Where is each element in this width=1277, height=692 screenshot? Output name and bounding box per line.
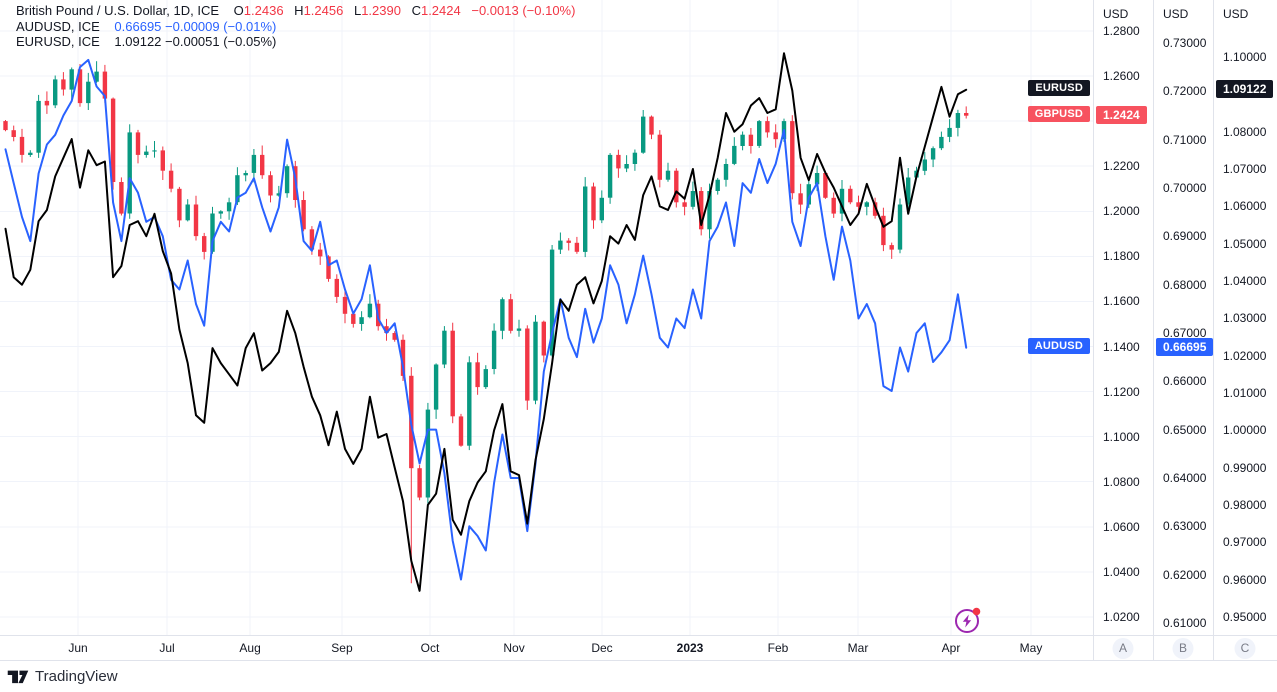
- time-axis-label: 2023: [676, 641, 704, 655]
- price-scale-audusd[interactable]: USD 0.73000 0.72000 0.71000 0.70000 0.69000 0.…: [1153, 0, 1214, 661]
- time-axis-label: Apr: [941, 641, 961, 655]
- symbol-title-eurusd[interactable]: EURUSD, ICE: [16, 34, 100, 49]
- price-tick: 1.1200: [1103, 384, 1140, 399]
- scale-badge-a[interactable]: A: [1112, 638, 1134, 659]
- time-axis-label: Nov: [503, 641, 525, 655]
- symbol-title-audusd[interactable]: AUDUSD, ICE: [16, 18, 100, 34]
- price-tick: 1.2600: [1103, 69, 1140, 84]
- last-price-label: 1.2424: [1096, 106, 1147, 125]
- price-tick: 1.07000: [1223, 161, 1267, 176]
- scale-badge-b[interactable]: B: [1172, 638, 1194, 659]
- time-axis-label: Sep: [331, 641, 353, 655]
- price-tick: 0.97000: [1223, 535, 1267, 550]
- price-tick: 1.2000: [1103, 204, 1140, 219]
- eurusd-value-change: 1.09122 −0.00051 (−0.05%): [114, 34, 277, 49]
- price-tick: 1.06000: [1223, 199, 1267, 214]
- price-tick: 0.67000: [1163, 325, 1207, 340]
- chart-pane[interactable]: British Pound / U.S. Dollar, 1D, ICE O1.…: [0, 0, 1093, 635]
- price-tick: 0.66000: [1163, 374, 1207, 389]
- change-value: −0.0013 (−0.10%): [471, 3, 576, 18]
- price-tick: 1.0800: [1103, 474, 1140, 489]
- price-tick: 1.00000: [1223, 423, 1267, 438]
- time-axis[interactable]: Jun Jul Aug Sep Oct Nov Dec 2023 Feb Mar Apr May A B C: [0, 635, 1277, 661]
- price-tick: 1.1400: [1103, 339, 1140, 354]
- time-axis-label: Aug: [239, 641, 261, 655]
- time-axis-label: Oct: [420, 641, 440, 655]
- scale-currency-label: USD: [1163, 7, 1189, 21]
- price-tick: 1.04000: [1223, 273, 1267, 288]
- price-tick: 1.0600: [1103, 519, 1140, 534]
- price-tick: 1.02000: [1223, 348, 1267, 363]
- ohlc-low: L1.2390: [353, 3, 401, 18]
- price-tick: 0.95000: [1223, 609, 1267, 624]
- price-tick: 0.71000: [1163, 132, 1207, 147]
- price-tick: 1.01000: [1223, 385, 1267, 400]
- marker-red-dot: [972, 607, 981, 616]
- price-tick: 1.1800: [1103, 249, 1140, 264]
- legend-row-audusd[interactable]: AUDUSD, ICE 0.66695 −0.00009 (−0.01%): [16, 19, 575, 35]
- price-tick: 0.96000: [1223, 572, 1267, 587]
- footer: TradingView: [0, 661, 1277, 692]
- series-tag-audusd: AUDUSD: [1027, 338, 1090, 355]
- price-tick: 0.65000: [1163, 422, 1207, 437]
- price-tick: 0.99000: [1223, 460, 1267, 475]
- price-tick: 0.63000: [1163, 519, 1207, 534]
- scale-badge-c[interactable]: C: [1234, 638, 1256, 659]
- series-tag-eurusd: EURUSD: [1028, 80, 1090, 97]
- price-tick: 1.1600: [1103, 294, 1140, 309]
- ohlc-open: O1.2436: [233, 3, 284, 18]
- price-tick: 0.73000: [1163, 35, 1207, 50]
- chart-legend: British Pound / U.S. Dollar, 1D, ICE O1.…: [16, 3, 575, 50]
- price-tick: 0.70000: [1163, 180, 1207, 195]
- last-price-label: 1.09122: [1216, 80, 1274, 99]
- price-tick: 0.68000: [1163, 277, 1207, 292]
- tradingview-logo[interactable]: TradingView: [7, 668, 118, 685]
- time-axis-label: Dec: [591, 641, 613, 655]
- price-tick: 1.03000: [1223, 311, 1267, 326]
- price-tick: 1.05000: [1223, 236, 1267, 251]
- event-lightning-icon[interactable]: [952, 603, 986, 637]
- price-tick: 0.98000: [1223, 497, 1267, 512]
- price-tick: 1.08000: [1223, 124, 1267, 139]
- series-tag-gbpusd: GBPUSD: [1027, 106, 1090, 123]
- scale-currency-label: USD: [1103, 7, 1129, 21]
- price-scale-gbpusd[interactable]: USD 1.2800 1.2600 1.2200 1.2000 1.1800 1.1600 1…: [1093, 0, 1154, 661]
- time-axis-label: Mar: [847, 641, 869, 655]
- tradingview-logo-icon: [7, 670, 29, 684]
- legend-row-gbpusd[interactable]: British Pound / U.S. Dollar, 1D, ICE O1.…: [16, 3, 575, 19]
- audusd-value-change: 0.66695 −0.00009 (−0.01%): [114, 18, 277, 34]
- ohlc-high: H1.2456: [294, 3, 344, 18]
- price-tick: 1.2200: [1103, 159, 1140, 174]
- brand-name: TradingView: [35, 668, 118, 685]
- price-tick: 0.72000: [1163, 84, 1207, 99]
- price-tick: 1.0200: [1103, 609, 1140, 624]
- ohlc-close: C1.2424: [411, 3, 461, 18]
- symbol-title-gbpusd[interactable]: British Pound / U.S. Dollar, 1D, ICE: [16, 3, 220, 18]
- scale-currency-label: USD: [1223, 7, 1249, 21]
- price-tick: 1.10000: [1223, 49, 1267, 64]
- last-price-label: 0.66695: [1156, 338, 1214, 357]
- price-tick: 1.1000: [1103, 429, 1140, 444]
- price-tick: 1.2800: [1103, 23, 1140, 38]
- lightning-bolt-glyph: [962, 614, 972, 628]
- legend-row-eurusd[interactable]: EURUSD, ICE 1.09122 −0.00051 (−0.05%): [16, 34, 575, 50]
- time-axis-label: Jun: [68, 641, 88, 655]
- price-tick: 0.64000: [1163, 470, 1207, 485]
- price-chart: [0, 0, 1093, 635]
- time-axis-label: May: [1019, 641, 1043, 655]
- time-axis-label: Feb: [767, 641, 789, 655]
- price-tick: 0.61000: [1163, 615, 1207, 630]
- price-scale-eurusd[interactable]: USD 1.10000 1.08000 1.07000 1.06000 1.05000 1.…: [1213, 0, 1277, 661]
- price-tick: 1.0400: [1103, 564, 1140, 579]
- time-axis-label: Jul: [159, 641, 175, 655]
- price-tick: 0.69000: [1163, 229, 1207, 244]
- price-tick: 0.62000: [1163, 567, 1207, 582]
